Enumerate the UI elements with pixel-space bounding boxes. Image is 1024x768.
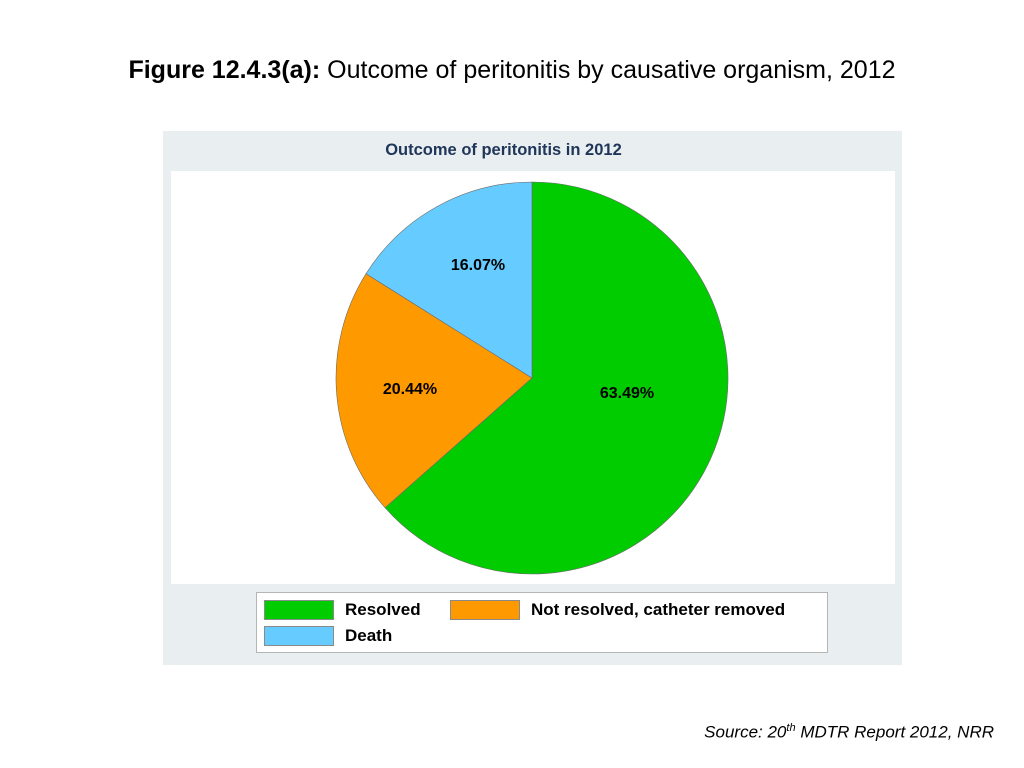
pie-data-label: 16.07% <box>451 257 505 274</box>
legend-label-resolved: Resolved <box>345 600 421 619</box>
legend-swatch-death <box>264 626 334 646</box>
legend-swatch-resolved <box>264 600 334 620</box>
source-prefix: Source: 20 <box>704 722 787 742</box>
pie-slice-death <box>365 181 533 379</box>
source-superscript: th <box>786 722 796 734</box>
chart-title: Outcome of peritonitis in 2012 <box>385 141 622 159</box>
figure-title: Figure 12.4.3(a): Outcome of peritonitis… <box>0 56 1024 85</box>
source-note: Source: 20th MDTR Report 2012, NRR <box>704 722 994 743</box>
figure-title-text: Outcome of peritonitis by causative orga… <box>327 56 896 84</box>
legend: Resolved Not resolved, catheter removed … <box>256 592 828 653</box>
pie-slice-resolved <box>384 181 729 575</box>
pie-data-label: 20.44% <box>383 381 437 398</box>
legend-label-death: Death <box>345 626 393 645</box>
legend-swatch-not-resolved <box>450 600 520 620</box>
figure-title-number: Figure 12.4.3(a): <box>128 56 321 84</box>
pie-data-label: 63.49% <box>600 385 654 402</box>
pie-slice-not-resolved-catheter-removed <box>335 273 533 509</box>
source-suffix: MDTR Report 2012, NRR <box>800 722 994 742</box>
legend-label-not-resolved: Not resolved, catheter removed <box>531 600 786 619</box>
